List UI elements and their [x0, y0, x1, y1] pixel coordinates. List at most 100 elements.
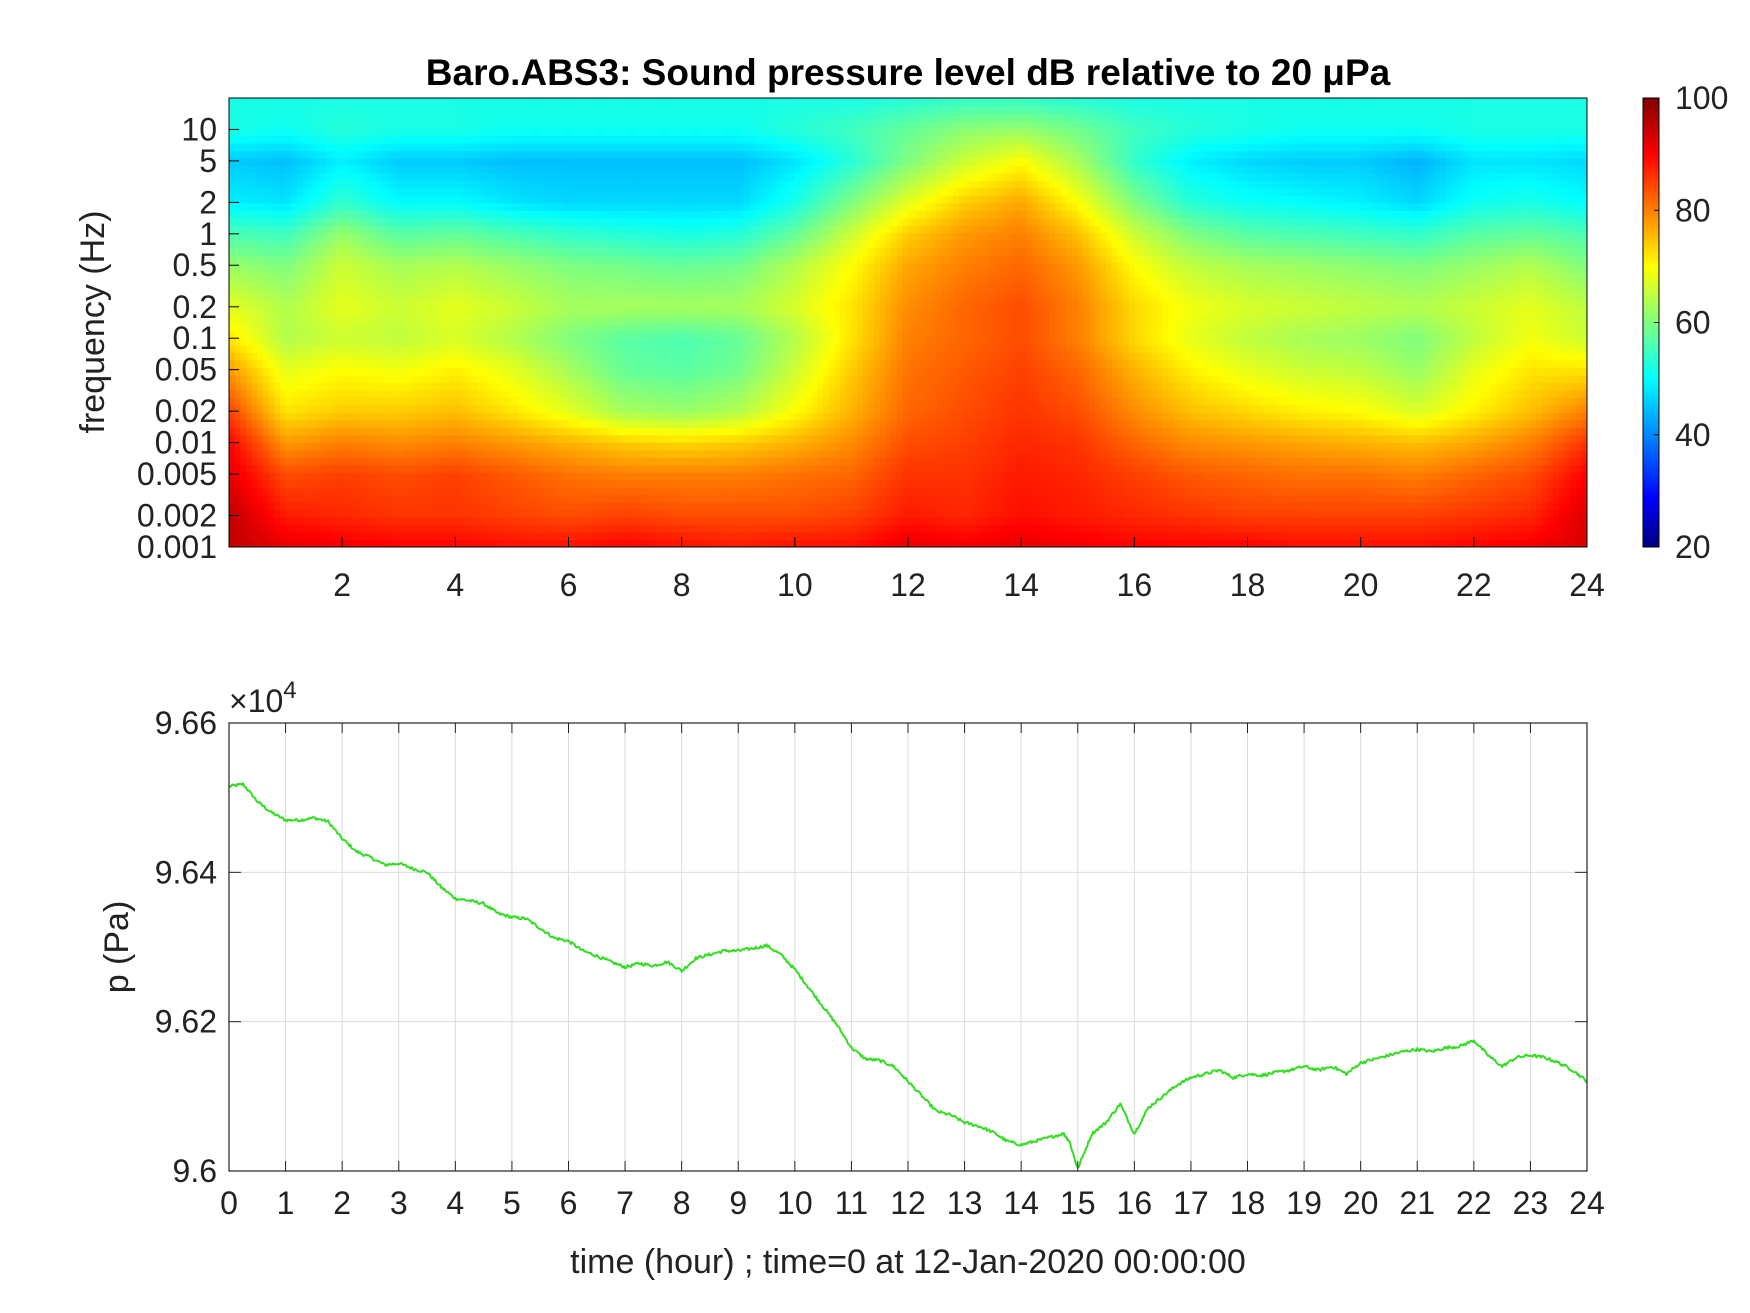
spectrogram-cell	[676, 232, 683, 241]
spectrogram-cell	[596, 322, 604, 331]
spectrogram-cell	[319, 449, 326, 458]
spectrogram-cell	[438, 472, 445, 481]
spectrogram-cell	[477, 142, 485, 151]
spectrogram-cell	[528, 427, 536, 436]
spectrogram-cell	[551, 307, 558, 316]
spectrogram-cell	[381, 247, 389, 256]
spectrogram-cell	[676, 509, 683, 518]
spectrogram-cell	[619, 255, 626, 264]
spectrogram-cell	[336, 180, 343, 189]
spectrogram-cell	[291, 277, 298, 286]
spectrogram-cell	[398, 464, 406, 473]
spectrogram-cell	[579, 494, 587, 503]
spectrogram-cell	[625, 494, 632, 503]
spectrogram-cell	[511, 517, 519, 526]
spectrogram-cell	[545, 487, 553, 496]
spectrogram-cell	[483, 255, 490, 264]
spectrogram-cell	[568, 195, 575, 204]
spectrogram-cell	[427, 449, 434, 458]
spectrogram-cell	[642, 232, 649, 241]
spectrogram-cell	[257, 315, 264, 324]
spectrogram-cell	[432, 479, 439, 488]
spectrogram-cell	[370, 464, 377, 473]
spectrogram-cell	[681, 367, 688, 376]
spectrogram-cell	[511, 157, 519, 166]
spectrogram-cell	[613, 112, 621, 122]
spectrogram-cell	[557, 277, 564, 286]
spectrogram-cell	[449, 210, 456, 219]
spectrogram-cell	[625, 419, 632, 428]
spectrogram-cell	[692, 240, 700, 249]
spectrogram-cell	[534, 532, 541, 541]
spectrogram-cell	[296, 359, 304, 368]
spectrogram-cell	[528, 404, 536, 413]
spectrogram-cell	[381, 150, 389, 159]
spectrogram-cell	[568, 98, 575, 107]
spectrogram-cell	[676, 397, 683, 406]
spectrogram-cell	[421, 120, 428, 129]
spectrogram-cell	[370, 98, 377, 107]
spectrogram-cell	[540, 195, 547, 204]
spectrogram-cell	[619, 195, 626, 204]
spectrogram-cell	[636, 195, 643, 204]
spectrogram-cell	[460, 434, 468, 443]
spectrogram-cell	[330, 539, 338, 547]
spectrogram-cell	[257, 225, 264, 234]
spectrogram-cell	[268, 359, 275, 368]
spectrogram-cell	[370, 419, 377, 428]
spectrogram-cell	[257, 322, 264, 331]
spectrogram-cell	[528, 135, 536, 144]
spectrogram-cell	[421, 539, 428, 547]
spectrogram-cell	[664, 240, 671, 249]
spectrogram-cell	[347, 494, 355, 503]
spectrogram-cell	[477, 449, 485, 458]
spectrogram-cell	[308, 479, 315, 488]
spectrogram-cell	[647, 127, 654, 137]
spectrogram-cell	[302, 479, 309, 488]
spectrogram-cell	[608, 262, 615, 271]
spectrogram-cell	[545, 300, 553, 309]
spectrogram-cell	[596, 352, 604, 361]
spectrogram-cell	[483, 240, 490, 249]
spectrogram-cell	[262, 464, 270, 473]
spectrogram-cell	[489, 255, 496, 264]
spectrogram-cell	[330, 277, 338, 286]
spectrogram-cell	[562, 225, 570, 234]
spectrogram-cell	[562, 404, 570, 413]
spectrogram-cell	[330, 195, 338, 204]
spectrogram-cell	[687, 382, 694, 391]
spectrogram-cell	[489, 509, 496, 518]
spectrogram-cell	[285, 292, 292, 301]
spectrogram-cell	[279, 225, 287, 234]
spectrogram-cell	[489, 315, 496, 324]
spectrogram-cell	[670, 262, 677, 271]
spectrogram-cell	[245, 494, 253, 503]
spectrogram-cell	[291, 374, 298, 383]
spectrogram-cell	[404, 464, 411, 473]
spectrogram-cell	[483, 150, 490, 159]
spectrogram-cell	[613, 247, 621, 256]
spectrogram-cell	[517, 247, 524, 256]
spectrogram-cell	[636, 352, 643, 361]
spectrogram-cell	[353, 127, 360, 137]
spectrogram-cell	[393, 240, 400, 249]
spectrogram-cell	[659, 472, 666, 481]
spectrogram-cell	[257, 404, 264, 413]
spectrogram-cell	[636, 322, 643, 331]
spectrogram-cell	[251, 404, 258, 413]
spectrogram-cell	[613, 262, 621, 271]
spectrogram-cell	[353, 524, 360, 533]
spectrogram-cell	[415, 442, 422, 451]
spectrogram-cell	[353, 157, 360, 166]
spectrogram-cell	[545, 344, 553, 354]
spectrogram-cell	[330, 352, 338, 361]
spectrogram-cell	[692, 419, 700, 428]
spectrogram-cell	[444, 337, 451, 346]
spectrogram-cell	[596, 539, 604, 547]
spectrogram-cell	[676, 165, 683, 174]
spectrogram-cell	[319, 105, 326, 114]
spectrogram-cell	[325, 195, 332, 204]
spectrogram-cell	[234, 150, 241, 159]
spectrogram-cell	[313, 210, 321, 219]
spectrogram-cell	[251, 112, 258, 122]
